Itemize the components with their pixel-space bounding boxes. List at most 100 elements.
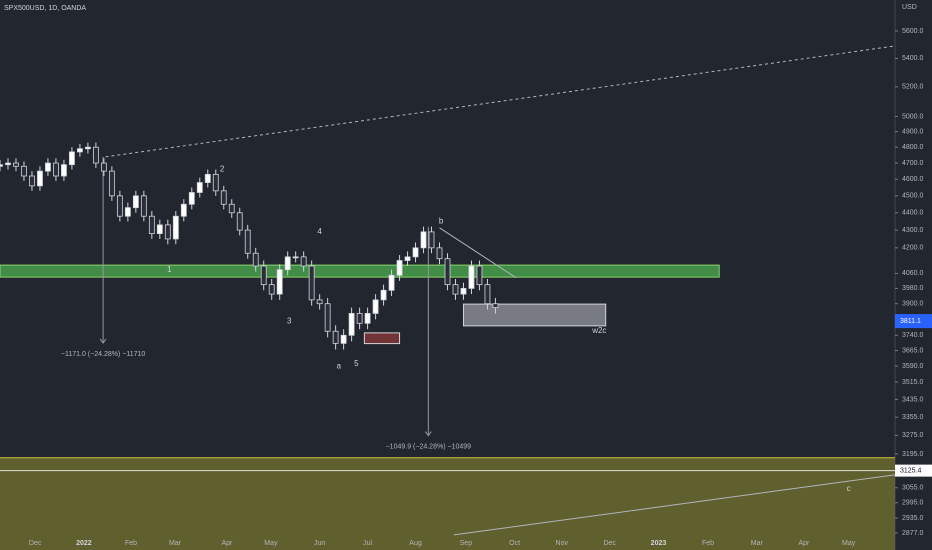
x-tick-label: Oct: [509, 540, 520, 547]
x-tick-label: Mar: [169, 540, 182, 547]
candle-body: [252, 252, 259, 267]
y-tick-label: 4400.0: [902, 210, 924, 217]
wave-label: 4: [317, 227, 322, 236]
candle-body: [460, 288, 467, 295]
zone: [462, 303, 607, 327]
trendline: [105, 45, 896, 158]
x-tick-label: Aug: [409, 540, 422, 547]
x-tick-label: May: [264, 540, 278, 547]
candle-body: [268, 284, 275, 295]
y-tick-label: 5200.0: [902, 84, 924, 91]
measure-label: −1171.0 (−24.28%) −11710: [61, 351, 146, 358]
x-tick-label: Apr: [221, 540, 233, 547]
candle-body: [380, 289, 387, 301]
candle-body: [420, 231, 427, 249]
y-tick-label: 3980.0: [902, 285, 924, 292]
candle-body: [116, 195, 123, 217]
x-tick-label: Nov: [556, 540, 569, 547]
y-tick-label: 4700.0: [902, 160, 924, 167]
candle-body: [372, 299, 379, 314]
candle-body: [196, 182, 203, 193]
wave-label: w2c: [591, 326, 606, 335]
candle-body: [260, 265, 267, 286]
candle-body: [188, 192, 195, 205]
candle-body: [92, 146, 99, 164]
y-tick-label: 3900.0: [902, 301, 924, 308]
y-tick-label: 4900.0: [902, 128, 924, 135]
x-tick-label: Sep: [460, 540, 473, 547]
x-tick-label: Jun: [314, 540, 325, 547]
level-label: 3125.4: [900, 467, 922, 474]
candle-body: [204, 173, 211, 183]
y-tick-label: 5600.0: [902, 28, 924, 35]
x-tick-label: Feb: [702, 540, 714, 547]
x-tick-label: Jul: [363, 540, 372, 547]
candle-body: [100, 162, 107, 172]
level-tag: [895, 464, 932, 477]
y-tick-label: 3740.0: [902, 332, 924, 339]
zone: [0, 264, 720, 278]
candle-body: [140, 195, 147, 217]
trendline: [439, 227, 517, 279]
wave-label: 3: [287, 316, 292, 325]
x-tick-label: May: [842, 540, 856, 547]
candle-body: [412, 247, 419, 258]
candle-body: [324, 303, 331, 332]
wave-label: 1: [167, 265, 172, 274]
candle-body: [476, 265, 483, 286]
candle-body: [5, 162, 11, 166]
candle-body: [348, 313, 355, 336]
candle-body: [428, 231, 435, 249]
candle-body: [332, 330, 339, 344]
candle-body: [444, 258, 451, 286]
candle-body: [37, 170, 43, 187]
candle-body: [340, 334, 347, 344]
candle-body: [172, 215, 179, 240]
candle-body: [132, 195, 139, 209]
candle-body: [236, 212, 243, 231]
candle-body: [85, 146, 91, 150]
candle-body: [308, 265, 315, 301]
candle-body: [300, 256, 307, 267]
wave-label: 2: [220, 165, 225, 174]
y-axis-label: USD: [902, 4, 917, 11]
candle-body: [164, 224, 171, 240]
y-tick-label: 3355.0: [902, 414, 924, 421]
measure-label: −1049.9 (−24.28%) −10499: [386, 443, 472, 450]
y-tick-label: 3515.0: [902, 379, 924, 386]
wave-label: a: [337, 361, 342, 370]
candle-body: [0, 164, 3, 167]
candle-body: [276, 269, 283, 295]
wave-label: c: [847, 484, 851, 493]
x-tick-label: Apr: [798, 540, 810, 547]
candle-body: [108, 170, 115, 197]
y-tick-label: 3435.0: [902, 396, 924, 403]
candle-body: [396, 260, 403, 276]
y-tick-label: 4060.0: [902, 270, 924, 277]
x-tick-label: 2023: [651, 540, 667, 547]
candle-body: [124, 207, 131, 217]
y-tick-label: 4300.0: [902, 227, 924, 234]
candle-body: [292, 256, 299, 259]
y-tick-label: 4500.0: [902, 193, 924, 200]
candle-body: [61, 164, 67, 177]
candle-body: [77, 148, 83, 153]
y-tick-label: 3590.0: [902, 363, 924, 370]
price-tag-label: 3811.1: [900, 318, 921, 325]
candle-body: [404, 256, 411, 261]
y-tick-label: 2877.0: [902, 530, 924, 537]
candle-body: [452, 284, 459, 295]
candle-body: [484, 284, 491, 305]
wave-label: 5: [354, 359, 359, 368]
candle-body: [13, 162, 19, 167]
y-tick-label: 4200.0: [902, 245, 924, 252]
y-tick-label: 3275.0: [902, 432, 924, 439]
y-tick-label: 4800.0: [902, 144, 924, 151]
wave-label: b: [439, 217, 444, 226]
candle-body: [53, 162, 59, 177]
candle-body: [220, 190, 227, 205]
candle-body: [316, 299, 323, 305]
candle-body: [156, 224, 163, 235]
candle-body: [364, 313, 371, 324]
x-tick-label: 2022: [76, 540, 92, 547]
